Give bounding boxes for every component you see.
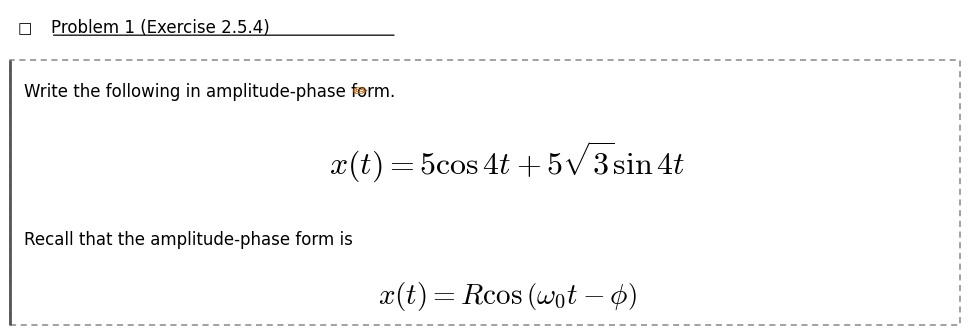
Text: Recall that the amplitude-phase form is: Recall that the amplitude-phase form is — [24, 230, 353, 249]
Text: Write the following in amplitude-phase form.: Write the following in amplitude-phase f… — [24, 83, 396, 101]
Text: Problem 1 (Exercise 2.5.4): Problem 1 (Exercise 2.5.4) — [51, 19, 269, 38]
Text: □: □ — [18, 21, 32, 36]
Text: $x(t) = 5\cos 4t + 5\sqrt{3}\sin 4t$: $x(t) = 5\cos 4t + 5\sqrt{3}\sin 4t$ — [329, 140, 685, 185]
Text: ✏: ✏ — [353, 83, 369, 101]
Text: $x(t) = R\cos\left(\omega_0 t - \phi\right)$: $x(t) = R\cos\left(\omega_0 t - \phi\rig… — [377, 280, 637, 313]
